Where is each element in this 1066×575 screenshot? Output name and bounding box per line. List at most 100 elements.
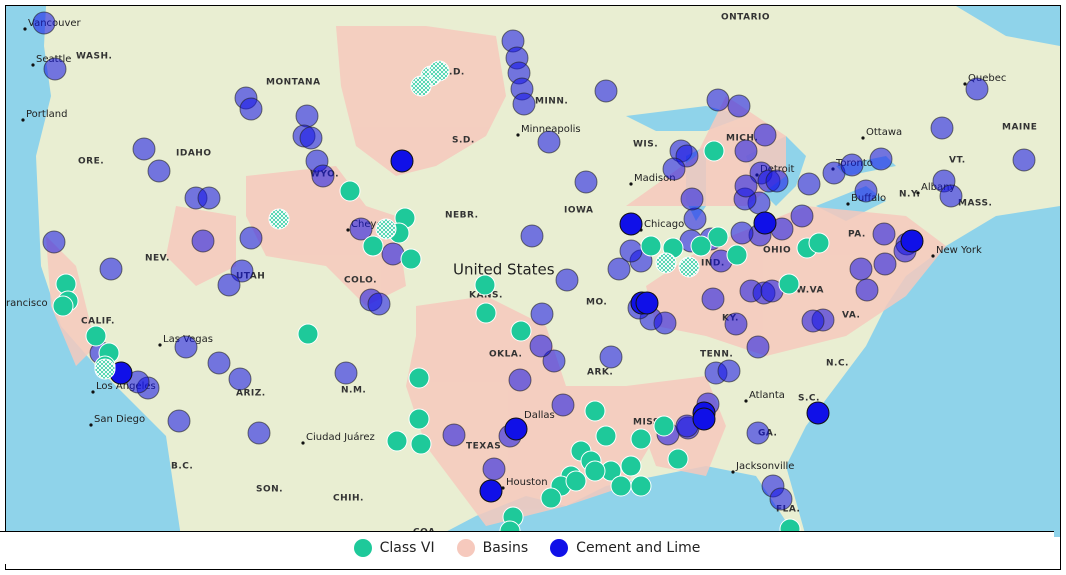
cement-lime-site [334,361,358,385]
cement-lime-site [746,335,770,359]
place-label: Los Angeles [96,381,156,392]
region-label: PA. [848,230,866,240]
map-frame: VancouverWASH.SeattlePortlandORE.IDAHOMO… [5,5,1061,570]
class-vi-site [630,475,652,497]
cement-lime-site [607,257,631,281]
hudson [956,6,1060,46]
region-label: MASS. [958,199,992,209]
cement-lime-site [207,351,231,375]
cement-lime-site [706,88,730,112]
place-label: Ciudad Juárez [306,431,375,443]
place-label: rancisco [6,298,48,309]
class-vi-site [339,180,361,202]
region-label: CHIH. [333,494,364,504]
cement-lime-site [239,226,263,250]
map: VancouverWASH.SeattlePortlandORE.IDAHOMO… [6,6,1060,537]
legend-item: Cement and Lime [550,539,700,557]
legend-label: Basins [482,540,529,556]
cement-lime-site [32,11,56,35]
gulf [436,466,796,537]
place-label: Jacksonville [735,461,794,472]
region-label: COLO. [344,276,377,286]
place-label: New York [936,245,982,256]
cement-lime-site [717,359,741,383]
class-vi-site [85,325,107,347]
cement-lime-site [872,222,896,246]
region-label: W.VA [796,286,824,296]
cement-lime-site [806,401,830,425]
cement-lime-site [508,368,532,392]
cement-lime-site [855,278,879,302]
region-label: FLA. [776,505,800,515]
place-label: Madison [634,173,676,184]
class-vi-site [678,256,700,278]
place-label: Quebec [968,73,1006,84]
city-dot [516,133,520,137]
class-vi-site [510,320,532,342]
region-label: OHIO [763,246,791,256]
cement-lime-site [551,393,575,417]
city-dot [846,202,850,206]
cement-lime-site [965,77,989,101]
city-dot [89,423,93,427]
legend-item: Basins [456,539,529,557]
cement-lime-site [727,94,751,118]
region-label: VA. [842,311,860,321]
region-label: ARIZ. [236,389,266,399]
cement-lime-site [442,423,466,447]
cement-lime-site [769,487,793,511]
cement-lime-site [555,268,579,292]
class-vi-site [584,400,606,422]
class-vi-site [386,430,408,452]
cement-lime-site [381,242,405,266]
cement-lime-site [504,417,528,441]
cement-lime-site [167,409,191,433]
place-label: Dallas [524,410,555,421]
cement-lime-site [228,367,252,391]
cement-lime-site [734,139,758,163]
class-vi-site [408,367,430,389]
region-label: OKLA. [489,350,522,360]
cement-lime-site [132,137,156,161]
region-label: NEBR. [445,211,479,221]
region-label: N.D. [441,68,465,78]
cement-lime-site [840,153,864,177]
cement-lime-site [869,147,893,171]
cement-lime-site [746,421,770,445]
place-label: Portland [26,109,67,120]
region-label: MICH. [726,134,758,144]
class-vi-site [297,323,319,345]
cement-lime-site [311,164,335,188]
legend-item: Class VI [353,539,435,557]
region-label: N.Y. [899,190,920,200]
place-label: Chicago [644,219,684,230]
cement-lime-site [854,179,878,203]
region-label: SON. [256,485,283,495]
city-dot [21,118,25,122]
cement-lime-site [1012,148,1036,172]
legend-label: Cement and Lime [576,540,701,556]
cement-lime-site [930,116,954,140]
region-label: IOWA [564,206,594,216]
cement-lime-site [520,224,544,248]
cement-lime-site [753,211,777,235]
cement-lime-site [619,212,643,236]
city-dot [301,441,305,445]
class-vi-site [620,455,642,477]
class-vi-site [94,358,116,380]
cement-lime-site [530,302,554,326]
region-label: WASH. [76,52,112,62]
cement-lime-site [692,407,716,431]
region-label: ARK. [587,368,613,378]
class-vi-site [410,433,432,455]
region-label: MISS [633,418,660,428]
place-label: Ottawa [866,127,902,138]
legend-label: Class VI [379,540,435,556]
city-dot [629,182,633,186]
cement-lime-site [239,97,263,121]
class-vi-site [808,232,830,254]
class-vi-site [595,425,617,447]
cement-lime-site [217,273,241,297]
region-label: IDAHO [176,149,211,159]
cement-lime-site [753,123,777,147]
